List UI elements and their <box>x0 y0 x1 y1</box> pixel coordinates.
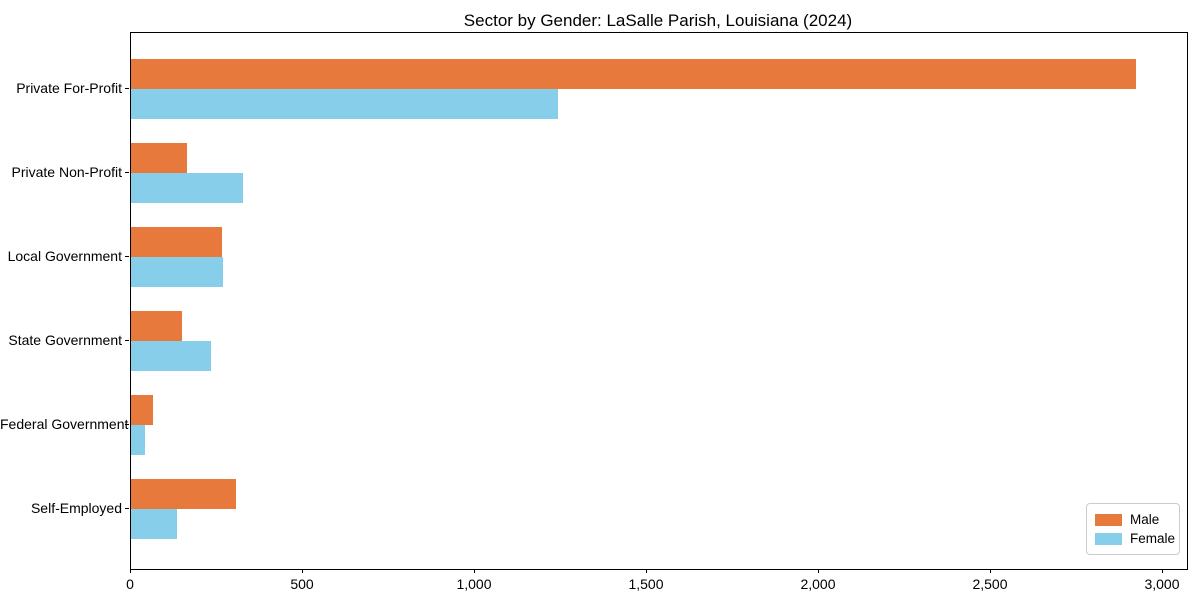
x-axis-tick <box>990 569 992 573</box>
y-axis-label: Self-Employed <box>30 500 122 516</box>
bar-male <box>131 59 1136 89</box>
legend-label: Male <box>1130 512 1160 527</box>
legend-swatch-male <box>1095 513 1122 526</box>
y-axis-tick <box>125 172 129 174</box>
bar-female <box>131 341 211 371</box>
y-axis-tick <box>125 88 129 90</box>
legend-label: Female <box>1130 531 1176 546</box>
y-axis-label: Federal Government <box>0 416 129 432</box>
legend-entry: Female <box>1095 529 1175 548</box>
bar-female <box>131 173 243 203</box>
x-axis-label: 1,000 <box>456 576 492 592</box>
legend: Male Female <box>1086 503 1180 555</box>
plot-area <box>130 32 1188 570</box>
bar-female <box>131 425 145 455</box>
legend-swatch-female <box>1095 532 1122 545</box>
x-axis-tick <box>818 569 820 573</box>
y-axis-tick <box>125 508 129 510</box>
y-axis-tick <box>125 340 129 342</box>
x-axis-label: 2,000 <box>800 576 836 592</box>
legend-entry: Male <box>1095 510 1171 529</box>
x-axis-label: 2,500 <box>972 576 1008 592</box>
bar-female <box>131 89 558 119</box>
y-axis-label: Private For-Profit <box>16 80 122 96</box>
x-axis-label: 1,500 <box>628 576 664 592</box>
bar-male <box>131 395 153 425</box>
y-axis-tick <box>125 424 129 426</box>
x-axis-tick <box>646 569 648 573</box>
bar-male <box>131 479 236 509</box>
x-axis-tick <box>130 569 132 573</box>
bar-male <box>131 227 222 257</box>
chart-title: Sector by Gender: LaSalle Parish, Louisi… <box>463 11 853 30</box>
bar-female <box>131 509 177 539</box>
y-axis-label: Private Non-Profit <box>11 164 122 180</box>
bar-male <box>131 143 187 173</box>
y-axis-tick <box>125 256 129 258</box>
x-axis-label: 3,000 <box>1144 576 1180 592</box>
x-axis-tick <box>1162 569 1164 573</box>
x-axis-tick <box>302 569 304 573</box>
x-axis-tick <box>474 569 476 573</box>
x-axis-label: 0 <box>126 576 134 592</box>
bar-male <box>131 311 182 341</box>
y-axis-label: State Government <box>8 332 122 348</box>
y-axis-label: Local Government <box>7 248 122 264</box>
x-axis-label: 500 <box>290 576 314 592</box>
bar-female <box>131 257 223 287</box>
